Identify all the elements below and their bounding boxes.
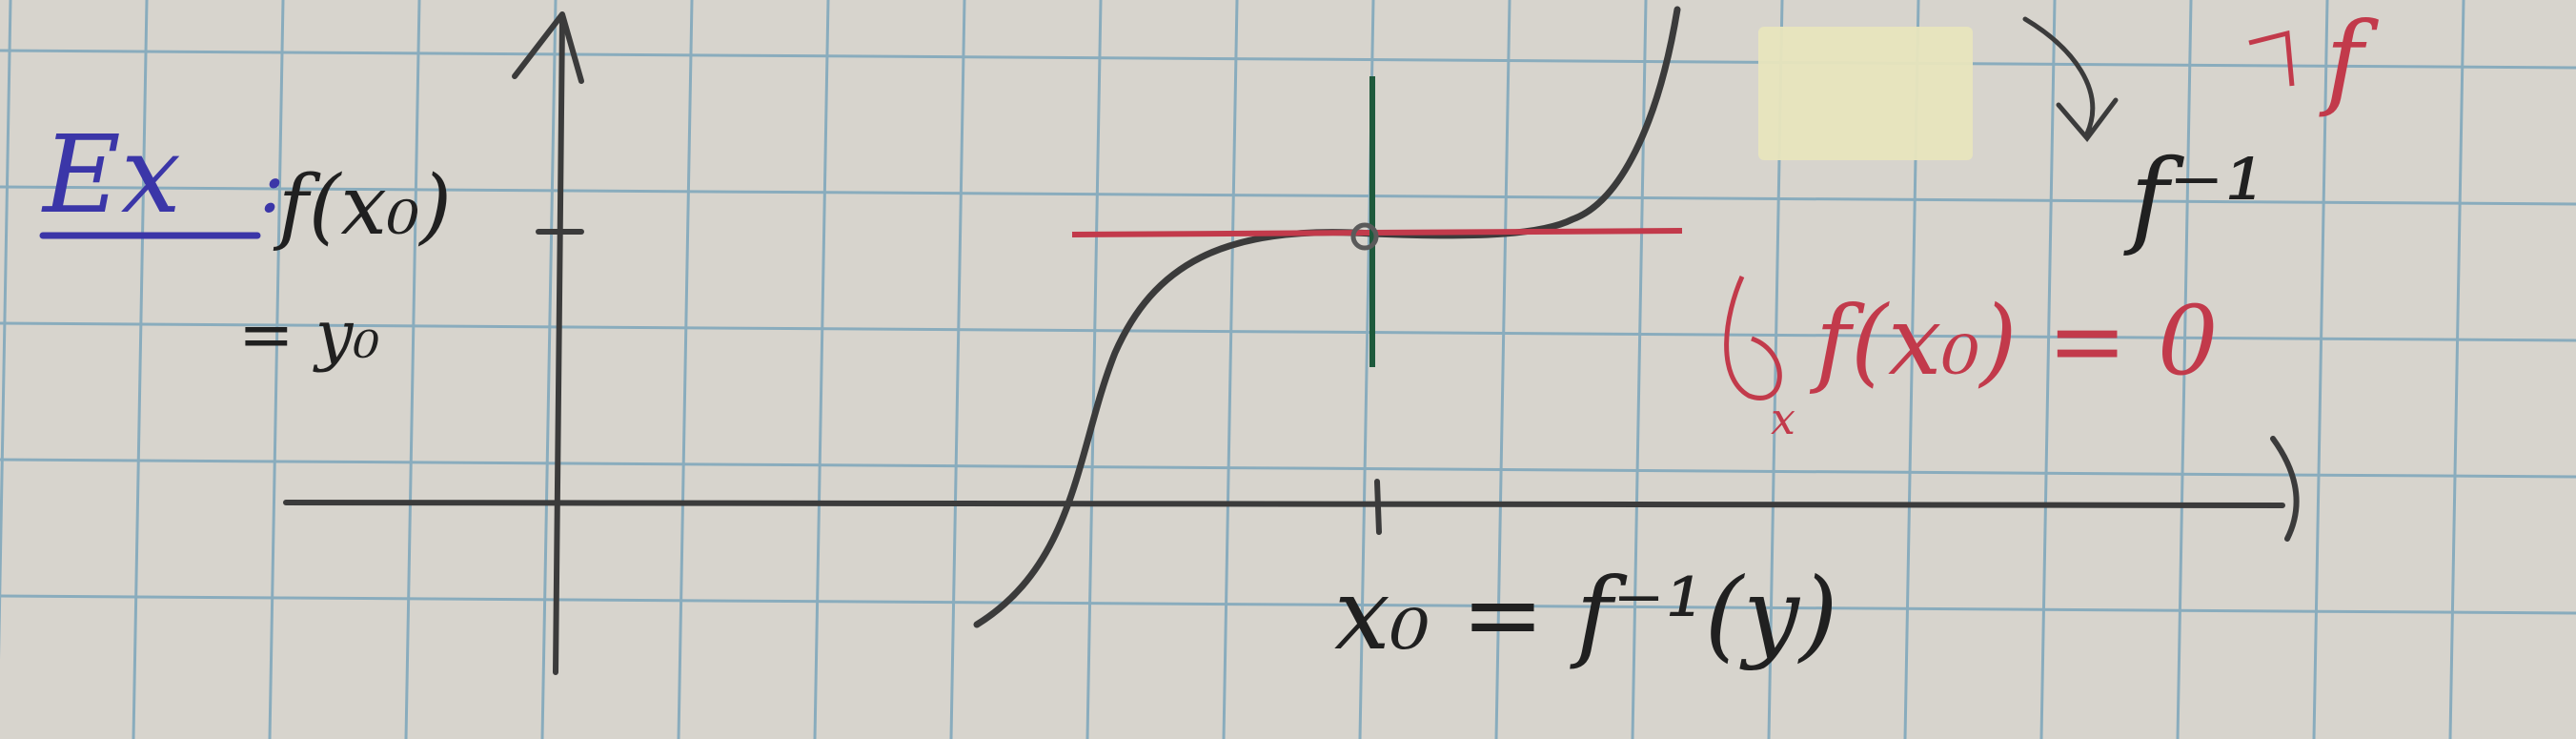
f-of-x0-label: f(x₀) xyxy=(273,158,452,254)
grid-line-vertical xyxy=(1494,0,1511,739)
grid-line-vertical xyxy=(268,0,285,739)
x-axis-arrowhead xyxy=(2270,436,2300,542)
derivative-d-stroke xyxy=(1724,275,1782,400)
grid-line-horizontal xyxy=(0,185,2576,206)
grid-line-vertical xyxy=(2312,0,2329,739)
grid-line-vertical xyxy=(1631,0,1648,739)
grid-line-horizontal xyxy=(0,458,2576,479)
equals-y0-label: = y₀ xyxy=(238,296,380,374)
critical-point xyxy=(1350,222,1379,251)
y-axis xyxy=(553,16,565,675)
derivative-equals-zero-label: f(x₀) = 0 xyxy=(1809,285,2219,397)
grid-line-vertical xyxy=(132,0,149,739)
y-axis-arrowhead xyxy=(512,11,584,84)
curved-arrow-icon xyxy=(2022,16,2119,142)
axes xyxy=(283,11,2300,675)
red-hook-icon xyxy=(2248,30,2295,87)
grid-line-vertical xyxy=(677,0,694,739)
x0-tick xyxy=(1374,479,1382,535)
x-axis xyxy=(283,500,2285,508)
ex-label: Ex xyxy=(41,113,181,237)
grid-line-vertical xyxy=(1222,0,1239,739)
grid-line-vertical xyxy=(404,0,421,739)
grid-line-vertical xyxy=(2176,0,2193,739)
grid-line-vertical xyxy=(813,0,830,739)
grid-line-vertical xyxy=(949,0,966,739)
grid-line-horizontal xyxy=(0,321,2576,342)
grid-line-horizontal xyxy=(0,594,2576,615)
grid-line-vertical xyxy=(2039,0,2057,739)
grid-line-vertical xyxy=(1085,0,1103,739)
grid-line-vertical xyxy=(540,0,558,739)
grid-line-vertical xyxy=(0,0,12,660)
dx-label: x xyxy=(1771,393,1795,444)
x0-equals-f-inverse-label: x₀ = f⁻¹(y) xyxy=(1334,556,1838,672)
ex-colon: : xyxy=(259,141,285,230)
masking-tape xyxy=(1758,27,1973,160)
grid-line-vertical xyxy=(2448,0,2465,739)
grid-line-horizontal xyxy=(0,49,2576,70)
f-inverse-label: f⁻¹ xyxy=(2123,136,2266,258)
